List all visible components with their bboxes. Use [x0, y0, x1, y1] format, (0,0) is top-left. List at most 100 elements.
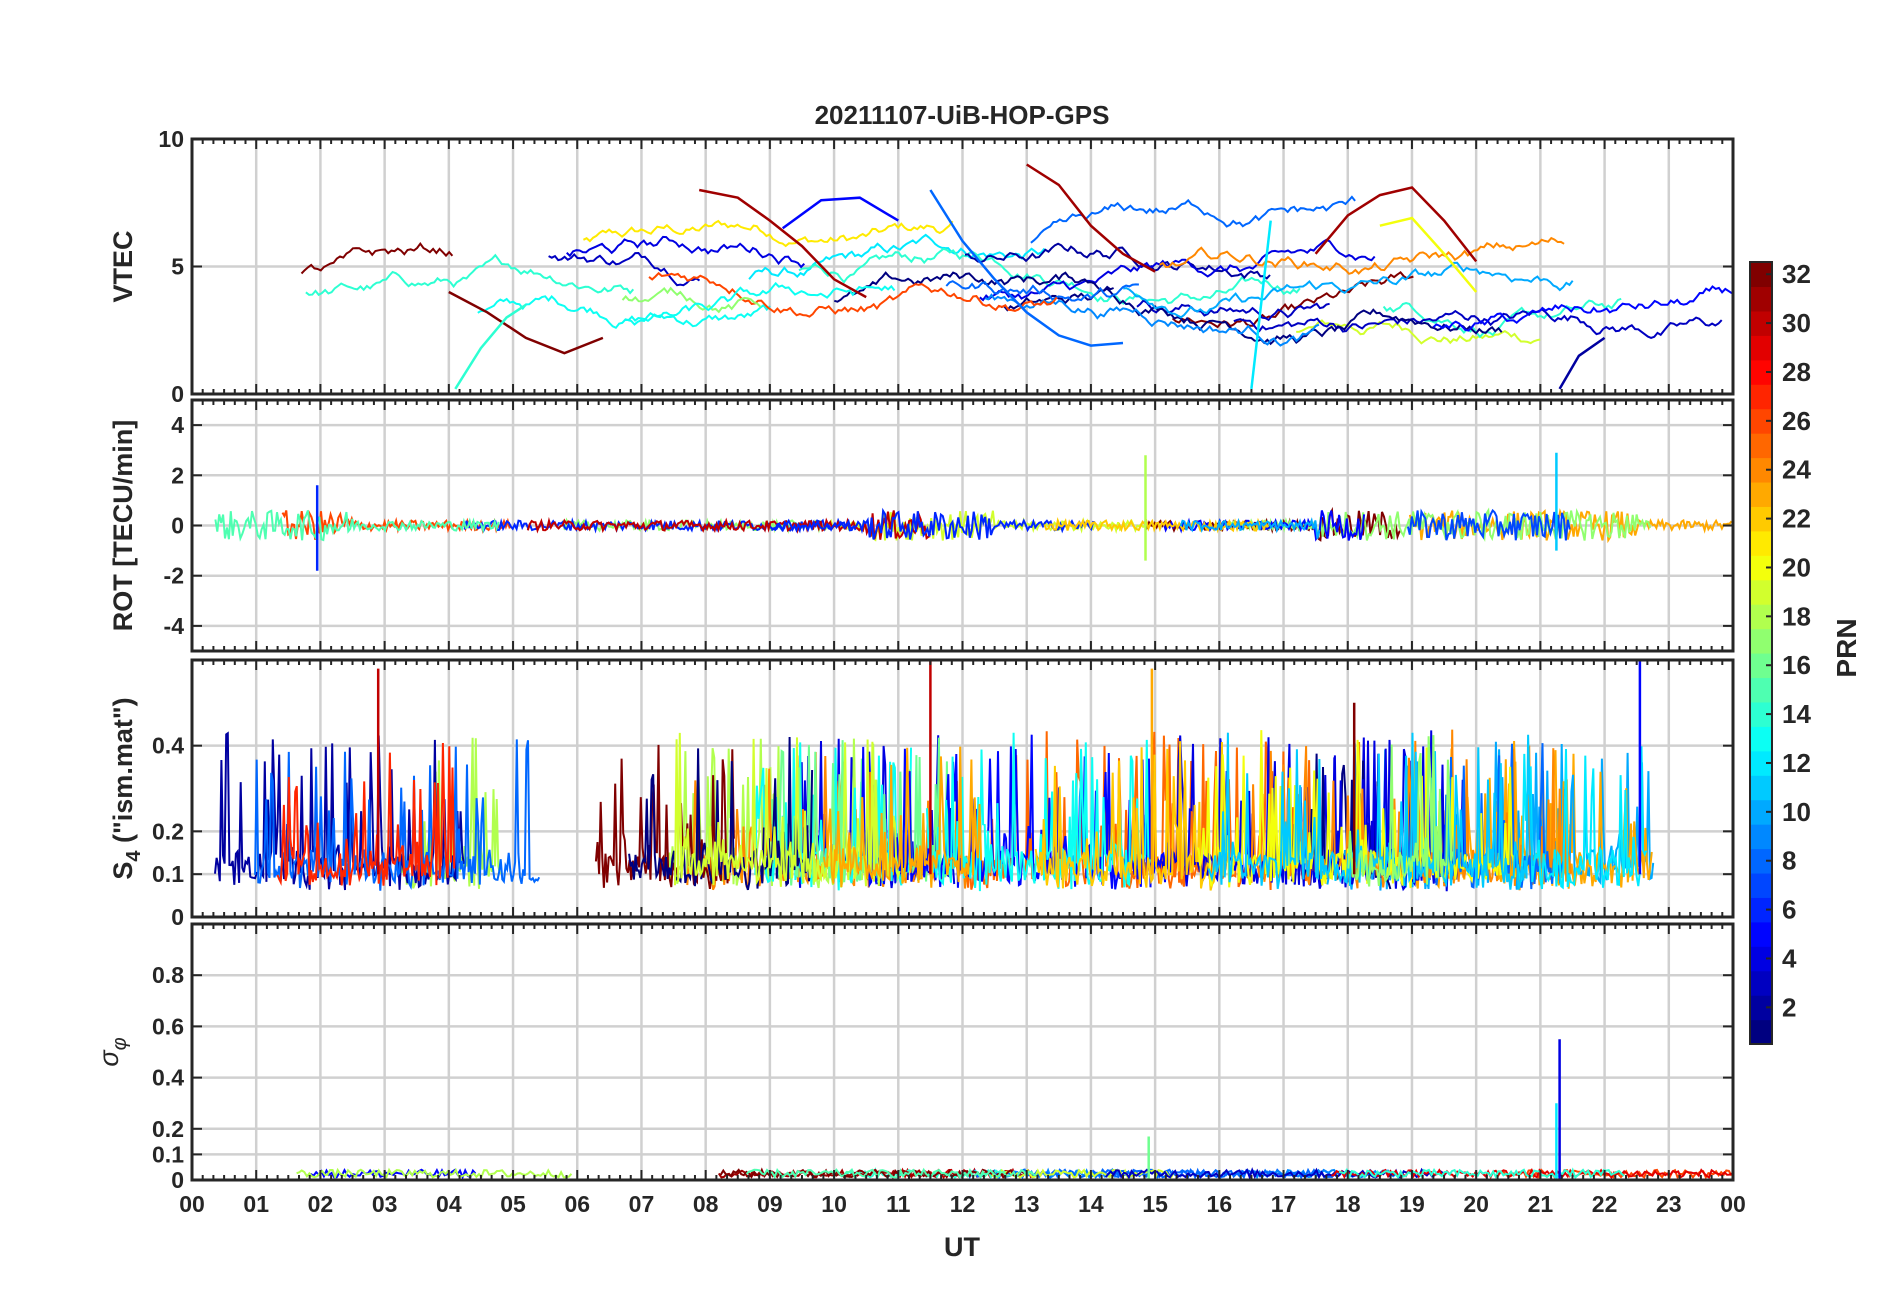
y-tick-label-sigphi: 0.6 — [152, 1013, 184, 1039]
colorbar-swatch — [1750, 628, 1772, 654]
x-axis-label: UT — [944, 1232, 980, 1262]
vtec-trace — [1432, 285, 1733, 332]
colorbar-swatch — [1750, 677, 1772, 703]
vtec-trace — [548, 251, 701, 287]
series-group-vtec — [300, 163, 1733, 390]
colorbar-swatch — [1750, 750, 1772, 776]
colorbar-tick-label: 24 — [1782, 455, 1811, 485]
y-tick-label-rot: 0 — [171, 513, 184, 539]
s4-trace — [822, 746, 983, 888]
sigphi-trace — [1104, 1167, 1449, 1180]
x-tick-label: 09 — [757, 1191, 783, 1217]
sigphi-trace — [296, 1167, 573, 1180]
colorbar-tick-label: 4 — [1782, 943, 1797, 973]
colorbar-swatch — [1750, 946, 1772, 972]
colorbar-swatch — [1750, 970, 1772, 996]
sigphi-trace — [1496, 1168, 1733, 1180]
x-tick-label: 16 — [1207, 1191, 1233, 1217]
vtec-trace — [1233, 308, 1723, 339]
colorbar-swatch — [1750, 506, 1772, 532]
vtec-trace — [1171, 270, 1414, 329]
y-axis-label-s4: S4 ("ism.mat") — [108, 697, 145, 879]
colorbar-label: PRN — [1831, 618, 1862, 677]
vtec-trace — [566, 235, 806, 269]
x-tick-label: 02 — [308, 1191, 334, 1217]
x-tick-label: 11 — [886, 1191, 911, 1217]
colorbar-swatch — [1750, 872, 1772, 898]
y-tick-label-sigphi: 0.4 — [152, 1065, 184, 1091]
colorbar-tick-label: 16 — [1782, 650, 1811, 680]
colorbar-tick-label: 22 — [1782, 504, 1811, 534]
series-vtec-prn-20 — [1379, 216, 1478, 293]
x-tick-label: 19 — [1399, 1191, 1425, 1217]
rot-trace — [214, 509, 500, 542]
x-tick-label: 14 — [1078, 1191, 1104, 1217]
y-axis-label-vtec: VTEC — [108, 230, 138, 302]
colorbar-tick-label: 28 — [1782, 357, 1811, 387]
series-vtec-prn-12 — [1250, 220, 1272, 390]
vtec-trace — [1123, 261, 1574, 319]
series-vtec-prn-31 — [698, 188, 867, 299]
colorbar-swatch — [1750, 1019, 1772, 1045]
series-vtec-prn-31 — [1314, 186, 1478, 263]
rot-trace — [770, 507, 1096, 540]
colorbar-tick-label: 20 — [1782, 552, 1811, 582]
y-tick-label-rot: 2 — [171, 462, 184, 488]
sigphi-trace — [1253, 1168, 1400, 1180]
colorbar-swatch — [1750, 530, 1772, 556]
colorbar-swatch — [1750, 726, 1772, 752]
y-tick-label-s4: 0.1 — [152, 861, 184, 887]
colorbar-swatch — [1750, 921, 1772, 947]
vtec-trace — [798, 247, 1301, 305]
x-tick-label: 03 — [372, 1191, 398, 1217]
s4-trace — [1347, 735, 1454, 887]
x-tick-label: 07 — [629, 1191, 655, 1217]
x-tick-label: 04 — [436, 1191, 462, 1217]
colorbar-swatch — [1750, 310, 1772, 336]
rot-trace — [1227, 507, 1652, 543]
colorbar-swatch — [1750, 995, 1772, 1021]
series-vtec-prn-5 — [781, 196, 899, 230]
x-tick-label: 00 — [179, 1191, 205, 1217]
series-vtec-prn-31 — [1026, 163, 1156, 273]
series-group-sigphi — [192, 1039, 1733, 1180]
y-tick-label-rot: -2 — [164, 563, 184, 589]
colorbar-swatch — [1750, 335, 1772, 361]
vtec-trace — [305, 253, 635, 297]
y-tick-label-s4: 0.4 — [152, 733, 184, 759]
y-tick-label-vtec: 0 — [171, 381, 184, 407]
colorbar-frame — [1749, 261, 1773, 1045]
x-tick-label: 01 — [243, 1191, 269, 1217]
series-vtec-prn-14 — [454, 303, 527, 390]
colorbar-swatch — [1750, 408, 1772, 434]
panel-sigphi: 00.10.2 0.4 0.6 0.8 σφ — [94, 922, 1735, 1193]
colorbar-swatch — [1750, 384, 1772, 410]
y-tick-label-vtec: 10 — [158, 126, 184, 152]
s4-trace — [276, 742, 456, 886]
s4-trace — [955, 731, 1199, 890]
colorbar-swatch — [1750, 555, 1772, 581]
y-tick-label-sigphi: 0 — [171, 1167, 184, 1193]
colorbar-tick-label: 8 — [1782, 846, 1796, 876]
vtec-trace — [834, 271, 1114, 303]
colorbar-swatch — [1750, 824, 1772, 850]
y-tick-label-sigphi: 0.2 — [152, 1116, 184, 1142]
chart-title: 20211107-UiB-HOP-GPS — [815, 100, 1110, 130]
colorbar-swatch — [1750, 457, 1772, 483]
rot-trace — [1406, 508, 1571, 541]
x-tick-label: 21 — [1528, 1191, 1554, 1217]
rot-trace — [1179, 517, 1321, 539]
vtec-trace — [1159, 236, 1565, 275]
vtec-trace — [582, 219, 954, 248]
vtec-trace — [979, 238, 1376, 302]
x-tick-label: 20 — [1463, 1191, 1489, 1217]
x-tick-label: 17 — [1271, 1191, 1297, 1217]
rot-trace — [526, 510, 932, 541]
series-vtec-prn-32 — [448, 290, 604, 355]
colorbar-tick-label: 26 — [1782, 406, 1811, 436]
colorbar-swatch — [1750, 604, 1772, 630]
colorbar-swatch — [1750, 481, 1772, 507]
